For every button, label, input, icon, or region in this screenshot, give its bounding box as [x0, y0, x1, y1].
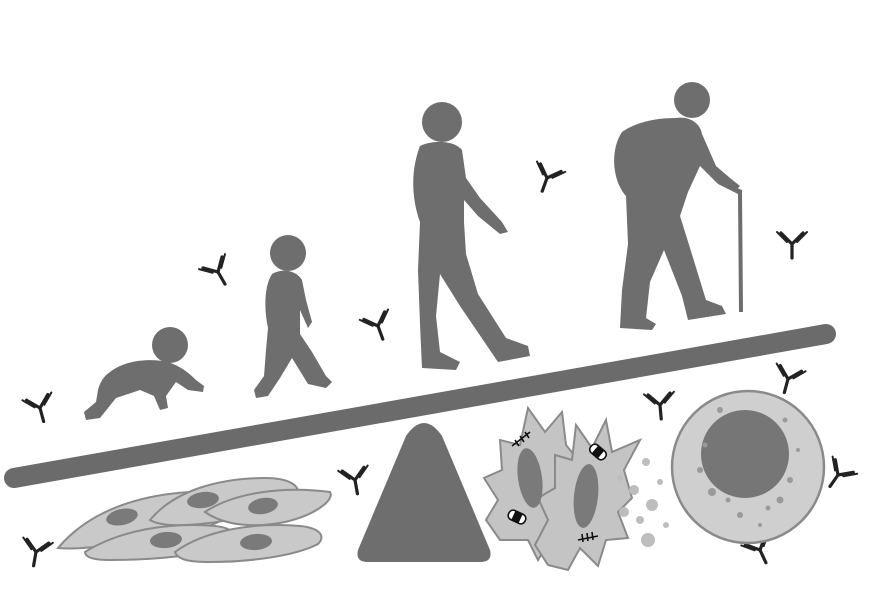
seesaw-fulcrum — [357, 423, 491, 562]
antibody-icon — [20, 390, 60, 428]
antibody-icon — [526, 159, 567, 198]
antibody-icon — [358, 307, 399, 346]
elderly-with-cane-icon — [614, 82, 743, 330]
apoptotic-cell-icon — [670, 389, 826, 545]
antibody-icon — [775, 230, 809, 260]
antibody-icon — [17, 535, 55, 570]
senescent-nuclei — [517, 448, 599, 528]
antibody-icon — [336, 463, 374, 498]
apoptotic-debris — [617, 458, 669, 547]
infant-crawling-icon — [84, 327, 204, 420]
antibody-icon — [197, 252, 240, 294]
dna-damage-marks — [511, 431, 599, 543]
senescent-cell-icon — [482, 405, 643, 572]
antibody-icon — [642, 390, 678, 422]
fibroblast-nuclei — [106, 491, 278, 551]
toddler-walking-icon — [254, 235, 332, 398]
fibroblast-cell-icon — [55, 476, 332, 564]
seesaw-beam — [4, 324, 836, 488]
antibody-icon — [768, 361, 808, 399]
adult-walking-icon — [413, 102, 530, 370]
